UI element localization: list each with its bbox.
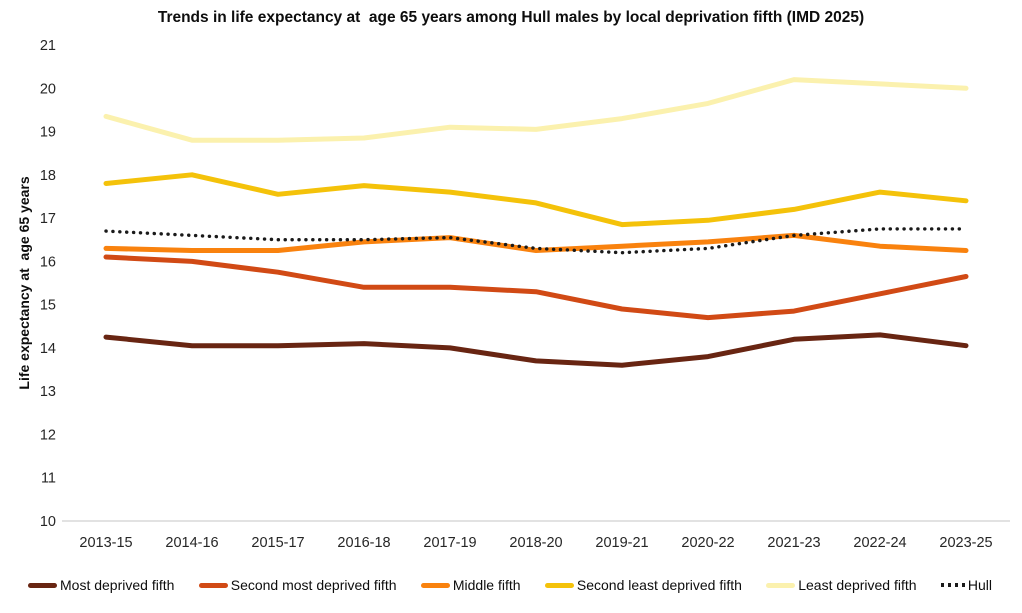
legend-swatch-least-deprived-fifth xyxy=(766,582,796,588)
legend-item-most-deprived-fifth: Most deprived fifth xyxy=(28,577,174,593)
legend-item-second-most-deprived-fifth: Second most deprived fifth xyxy=(198,577,397,593)
legend-label: Second most deprived fifth xyxy=(230,577,397,593)
x-tick-label: 2019-21 xyxy=(595,535,648,551)
chart-title: Trends in life expectancy at age 65 year… xyxy=(157,9,865,26)
legend-swatch-second-least-deprived-fifth xyxy=(544,582,574,588)
y-tick-label: 19 xyxy=(40,125,56,141)
legend-label: Least deprived fifth xyxy=(798,577,917,593)
y-tick-label: 14 xyxy=(40,341,56,357)
legend-item-hull: Hull xyxy=(940,577,992,593)
legend-label: Middle fifth xyxy=(452,577,521,593)
legend-item-second-least-deprived-fifth: Second least deprived fifth xyxy=(544,577,742,593)
x-tick-label: 2014-16 xyxy=(165,535,218,551)
legend-item-middle-fifth: Middle fifth xyxy=(420,577,521,593)
y-tick-label: 10 xyxy=(40,514,56,530)
legend-item-least-deprived-fifth: Least deprived fifth xyxy=(766,577,917,593)
x-tick-label: 2013-15 xyxy=(79,535,132,551)
y-tick-label: 12 xyxy=(40,427,56,443)
x-tick-label: 2022-24 xyxy=(853,535,906,551)
y-tick-label: 20 xyxy=(40,81,56,97)
legend-label: Second least deprived fifth xyxy=(576,577,742,593)
legend-swatch-most-deprived-fifth xyxy=(28,582,57,588)
series-line-least-deprived-fifth xyxy=(103,77,969,143)
legend-swatch-middle-fifth xyxy=(420,582,450,588)
y-tick-label: 18 xyxy=(40,168,56,184)
x-tick-label: 2018-20 xyxy=(509,535,562,551)
legend-label: Most deprived fifth xyxy=(60,577,175,593)
y-tick-label: 16 xyxy=(40,254,56,270)
y-tick-label: 15 xyxy=(40,298,56,314)
series-line-middle-fifth xyxy=(103,232,969,253)
y-axis-label: Life expectancy at age 65 years xyxy=(16,176,32,389)
legend-swatch-hull xyxy=(940,583,965,587)
series-line-hull xyxy=(104,227,968,255)
x-tick-label: 2020-22 xyxy=(681,535,734,551)
x-tick-label: 2015-17 xyxy=(251,535,304,551)
x-tick-label: 2023-25 xyxy=(939,535,992,551)
x-tick-label: 2017-19 xyxy=(423,535,476,551)
x-tick-label: 2021-23 xyxy=(767,535,820,551)
legend: Most deprived fifth Second most deprived … xyxy=(28,575,992,595)
y-tick-label: 17 xyxy=(40,211,56,227)
y-tick-label: 13 xyxy=(40,384,56,400)
series-line-most-deprived-fifth xyxy=(103,332,969,368)
y-tick-label: 21 xyxy=(40,38,56,54)
series-line-second-most-deprived-fifth xyxy=(103,254,969,321)
y-tick-label: 11 xyxy=(41,471,56,487)
series-line-second-least-deprived-fifth xyxy=(103,172,969,228)
legend-label: Hull xyxy=(967,577,992,593)
x-tick-label: 2016-18 xyxy=(337,535,390,551)
legend-swatch-second-most-deprived-fifth xyxy=(198,582,228,588)
